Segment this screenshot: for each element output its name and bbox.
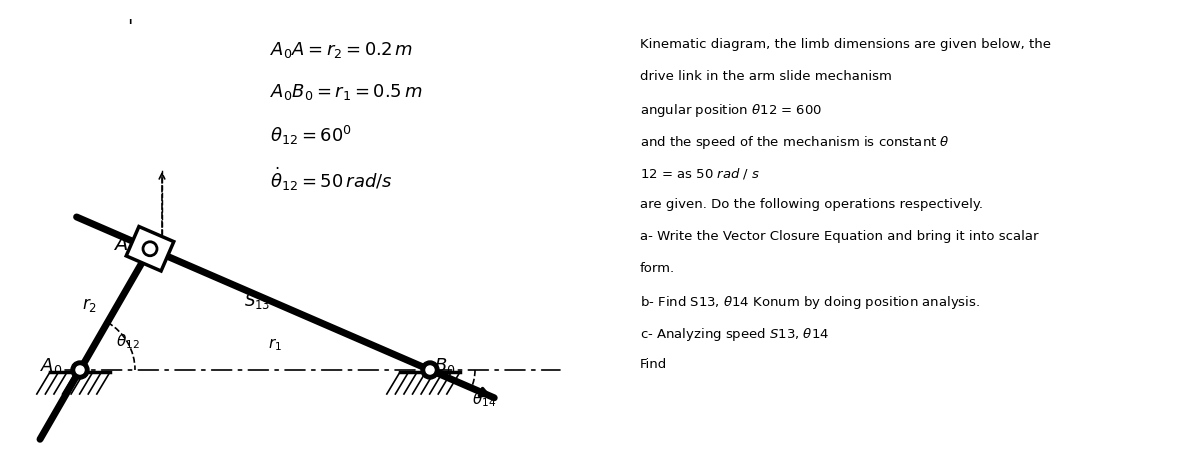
Text: angular position $\it{\theta}$12 = 600: angular position $\it{\theta}$12 = 600 (640, 102, 822, 119)
Text: form.: form. (640, 262, 676, 275)
Text: $\theta_{14}$: $\theta_{14}$ (472, 391, 497, 409)
Text: $\theta_{12} = 60^0$: $\theta_{12} = 60^0$ (270, 124, 352, 147)
Text: $A_0$: $A_0$ (40, 356, 62, 376)
Circle shape (143, 242, 157, 256)
Circle shape (421, 361, 439, 379)
Text: $S_{13}$: $S_{13}$ (245, 291, 271, 311)
Text: c- Analyzing speed $\it{S}$13, $\it{\theta}$14: c- Analyzing speed $\it{S}$13, $\it{\the… (640, 326, 829, 343)
Text: a- Write the Vector Closure Equation and bring it into scalar: a- Write the Vector Closure Equation and… (640, 230, 1038, 243)
Text: Find: Find (640, 358, 667, 371)
Text: $A_0A = r_2 = 0.2\,m$: $A_0A = r_2 = 0.2\,m$ (270, 40, 413, 60)
Polygon shape (126, 227, 174, 271)
Text: $\theta_{12}$: $\theta_{12}$ (116, 333, 140, 352)
Text: $r_1$: $r_1$ (268, 337, 282, 353)
Text: $A_0B_0 = r_1 = 0.5\,m$: $A_0B_0 = r_1 = 0.5\,m$ (270, 82, 422, 102)
Text: drive link in the arm slide mechanism: drive link in the arm slide mechanism (640, 70, 892, 83)
Text: Kinematic diagram, the limb dimensions are given below, the: Kinematic diagram, the limb dimensions a… (640, 38, 1051, 51)
Text: and the speed of the mechanism is constant $\it{\theta}$: and the speed of the mechanism is consta… (640, 134, 949, 151)
Text: 12 = as 50 $\it{rad}$ / $\it{s}$: 12 = as 50 $\it{rad}$ / $\it{s}$ (640, 166, 760, 181)
Text: $r_2$: $r_2$ (82, 296, 97, 314)
Text: are given. Do the following operations respectively.: are given. Do the following operations r… (640, 198, 983, 211)
Text: $B_0$: $B_0$ (434, 356, 456, 376)
Circle shape (71, 361, 89, 379)
Text: $\dot{\theta}_{12} = 50\,rad/s$: $\dot{\theta}_{12} = 50\,rad/s$ (270, 166, 392, 193)
Text: $A$: $A$ (113, 235, 128, 254)
Circle shape (76, 366, 84, 374)
Text: ': ' (127, 18, 133, 37)
Circle shape (426, 366, 434, 374)
Text: b- Find S13, $\it{\theta}$14 Konum by doing position analysis.: b- Find S13, $\it{\theta}$14 Konum by do… (640, 294, 980, 311)
